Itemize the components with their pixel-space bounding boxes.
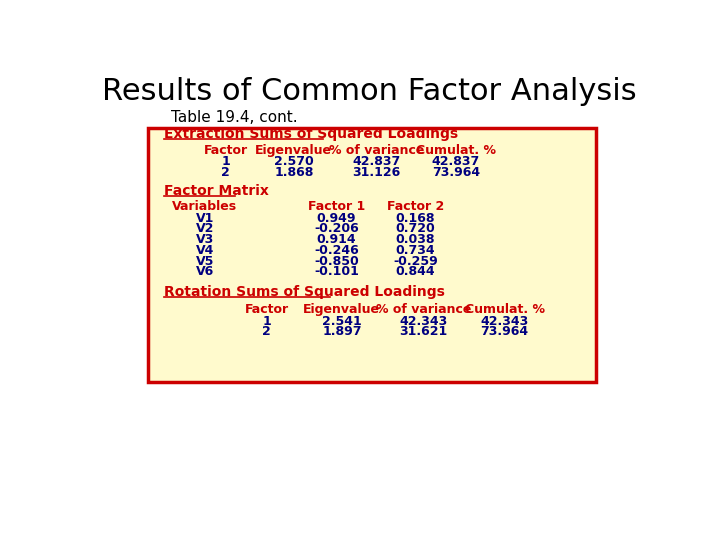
Text: 31.621: 31.621 bbox=[399, 326, 447, 339]
Text: -0.246: -0.246 bbox=[314, 244, 359, 257]
Text: -0.206: -0.206 bbox=[314, 222, 359, 235]
Text: 1: 1 bbox=[262, 315, 271, 328]
Text: 42.343: 42.343 bbox=[399, 315, 447, 328]
Text: % of variance: % of variance bbox=[376, 303, 471, 316]
Text: -0.259: -0.259 bbox=[393, 255, 438, 268]
Text: V6: V6 bbox=[196, 266, 214, 279]
Text: 42.837: 42.837 bbox=[353, 156, 401, 168]
Text: Extraction Sums of Squared Loadings: Extraction Sums of Squared Loadings bbox=[163, 127, 458, 141]
Text: Eigenvalue: Eigenvalue bbox=[256, 144, 333, 157]
Text: 1.897: 1.897 bbox=[322, 326, 361, 339]
Text: Variables: Variables bbox=[172, 200, 238, 213]
Text: V4: V4 bbox=[196, 244, 214, 257]
Text: 2.570: 2.570 bbox=[274, 156, 314, 168]
Text: Factor: Factor bbox=[204, 144, 248, 157]
Text: Eigenvalue: Eigenvalue bbox=[303, 303, 380, 316]
Text: Factor: Factor bbox=[245, 303, 289, 316]
Text: 42.837: 42.837 bbox=[432, 156, 480, 168]
Text: 73.964: 73.964 bbox=[480, 326, 528, 339]
FancyBboxPatch shape bbox=[148, 128, 596, 382]
Text: -0.850: -0.850 bbox=[314, 255, 359, 268]
Text: Rotation Sums of Squared Loadings: Rotation Sums of Squared Loadings bbox=[163, 285, 444, 299]
Text: 1.868: 1.868 bbox=[274, 166, 313, 179]
Text: 0.168: 0.168 bbox=[396, 212, 436, 225]
Text: 0.914: 0.914 bbox=[317, 233, 356, 246]
Text: Factor 1: Factor 1 bbox=[308, 200, 365, 213]
Text: 0.038: 0.038 bbox=[396, 233, 436, 246]
Text: V5: V5 bbox=[196, 255, 214, 268]
Text: V1: V1 bbox=[196, 212, 214, 225]
Text: 0.949: 0.949 bbox=[317, 212, 356, 225]
Text: 2: 2 bbox=[262, 326, 271, 339]
Text: 1: 1 bbox=[221, 156, 230, 168]
Text: % of variance: % of variance bbox=[329, 144, 424, 157]
Text: 42.343: 42.343 bbox=[480, 315, 528, 328]
Text: 73.964: 73.964 bbox=[432, 166, 480, 179]
Text: 2: 2 bbox=[221, 166, 230, 179]
Text: V3: V3 bbox=[196, 233, 214, 246]
Text: Table 19.4, cont.: Table 19.4, cont. bbox=[171, 110, 298, 125]
Text: Factor Matrix: Factor Matrix bbox=[163, 184, 269, 198]
Text: 2.541: 2.541 bbox=[322, 315, 361, 328]
Text: Cumulat. %: Cumulat. % bbox=[416, 144, 496, 157]
Text: Factor 2: Factor 2 bbox=[387, 200, 444, 213]
Text: Results of Common Factor Analysis: Results of Common Factor Analysis bbox=[102, 77, 636, 106]
Text: 0.844: 0.844 bbox=[396, 266, 436, 279]
Text: 31.126: 31.126 bbox=[353, 166, 401, 179]
Text: 0.734: 0.734 bbox=[396, 244, 436, 257]
Text: Cumulat. %: Cumulat. % bbox=[464, 303, 544, 316]
Text: 0.720: 0.720 bbox=[395, 222, 436, 235]
Text: -0.101: -0.101 bbox=[314, 266, 359, 279]
Text: V2: V2 bbox=[196, 222, 214, 235]
